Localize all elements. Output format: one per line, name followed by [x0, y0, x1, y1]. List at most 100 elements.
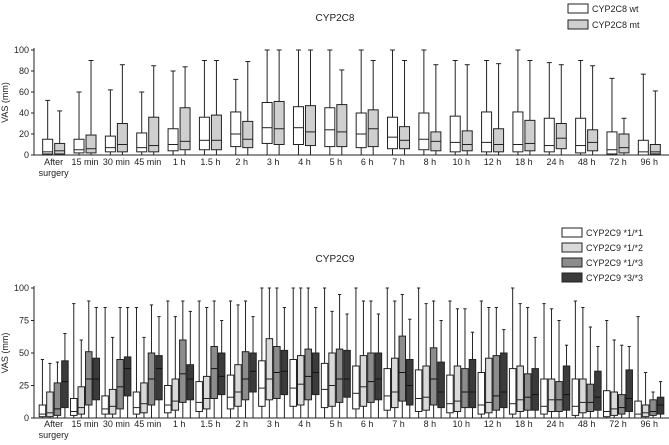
box-body	[42, 138, 54, 155]
box-cyp2c9-1-3-15	[523, 307, 532, 418]
box-body	[656, 396, 665, 415]
box-cyp2c9-1-3-17	[586, 326, 595, 418]
box-cyp2c8-wt-1	[73, 91, 85, 155]
box-body	[54, 142, 66, 155]
box-body	[311, 352, 320, 396]
box-cyp2c9-1-2-8	[296, 287, 305, 418]
box-body	[179, 339, 187, 403]
box-cyp2c9-1-1-11	[383, 287, 392, 418]
box-cyp2c9-3-3-9	[343, 313, 351, 418]
box-body	[625, 369, 633, 412]
box-body	[398, 335, 407, 402]
box-cyp2c8-mt-6	[242, 61, 254, 155]
x-tick-label: 12 h	[484, 157, 502, 167]
box-body	[85, 351, 93, 406]
x-tick-label: 2 h	[236, 157, 249, 167]
y-tick-label: 80	[19, 66, 29, 76]
box-cyp2c8-wt-17	[575, 60, 587, 155]
box-body	[641, 404, 650, 418]
box-body	[453, 365, 462, 412]
box-body	[500, 352, 508, 409]
box-cyp2c9-1-1-2	[101, 307, 109, 418]
x-tick-label: 4 h	[298, 419, 311, 429]
box-body	[202, 375, 211, 410]
box-body	[367, 109, 379, 148]
x-tick-label: 4 h	[298, 157, 311, 167]
x-tick-label: 15 min	[72, 419, 99, 429]
box-cyp2c9-1-1-6	[226, 300, 235, 418]
box-body	[217, 352, 226, 396]
box-body	[508, 368, 517, 415]
box-body	[273, 100, 285, 145]
x-tick-label: 72 h	[609, 419, 627, 429]
box-cyp2c9-1-1-19	[634, 316, 642, 419]
box-cyp2c9-3-3-2	[123, 307, 132, 418]
box-cyp2c9-1-1-4	[164, 300, 172, 418]
box-cyp2c9-1-1-14	[477, 300, 486, 418]
box-cyp2c9-1-1-10	[352, 287, 360, 418]
box-cyp2c9-1-3-5	[210, 300, 218, 418]
box-body	[555, 123, 567, 150]
x-tick-label: 30 min	[103, 157, 130, 167]
chart-panel-cyp2c8: CYP2C8 VAS (mm) 0 20 40 60 80 100 After surgery15…	[0, 3, 669, 178]
box-cyp2c9-1-2-11	[391, 300, 399, 418]
box-body	[234, 364, 242, 407]
box-cyp2c9-3-3-14	[500, 329, 508, 418]
box-cyp2c8-mt-11	[399, 60, 411, 155]
box-body	[226, 374, 235, 410]
x-tick-label: 12 h	[484, 419, 502, 429]
box-body	[148, 116, 160, 153]
x-tick-label: 8 h	[424, 157, 437, 167]
legend-label: CYP2C9 *1/*2	[586, 243, 643, 253]
box-cyp2c9-1-2-3	[140, 336, 148, 418]
box-body	[249, 352, 257, 393]
y-tick-label: 0	[24, 150, 29, 160]
box-body	[132, 391, 141, 415]
legend-swatch	[561, 242, 583, 253]
x-tick-label: 2 h	[236, 419, 249, 429]
box-cyp2c9-1-3-2	[116, 307, 124, 418]
legend-label: CYP2C8 mt	[592, 20, 640, 30]
x-tick-label: 72 h	[609, 157, 627, 167]
box-cyp2c9-1-2-19	[641, 372, 650, 418]
box-cyp2c9-1-3-11	[398, 294, 407, 418]
box-cyp2c8-wt-8	[292, 49, 304, 155]
box-cyp2c8-wt-0	[42, 99, 54, 155]
box-body	[617, 394, 626, 415]
box-body	[516, 365, 524, 412]
box-cyp2c9-3-3-11	[406, 318, 414, 418]
box-cyp2c9-1-3-14	[492, 307, 501, 418]
box-cyp2c9-3-3-13	[468, 331, 477, 418]
box-cyp2c8-mt-3	[148, 65, 160, 155]
box-body	[383, 368, 392, 411]
box-body	[104, 135, 116, 153]
x-tick-label: 6 h	[361, 157, 374, 167]
box-body	[73, 138, 85, 154]
box-cyp2c9-1-3-18	[617, 344, 626, 418]
box-body	[531, 368, 539, 411]
box-cyp2c9-1-3-13	[461, 308, 469, 418]
x-tick-label: 15 min	[72, 157, 99, 167]
box-cyp2c8-wt-4	[167, 70, 179, 155]
legend-swatch	[561, 257, 583, 268]
box-body	[140, 382, 148, 414]
x-tick-label: 10 h	[452, 419, 470, 429]
box-cyp2c9-1-3-7	[273, 287, 281, 418]
box-body	[289, 359, 297, 407]
box-body	[485, 357, 493, 414]
x-tick-label: 1.5 h	[200, 157, 220, 167]
box-body	[230, 111, 242, 148]
box-cyp2c9-3-3-19	[656, 381, 665, 418]
box-body	[70, 398, 78, 416]
box-body	[242, 120, 254, 149]
box-body	[449, 115, 461, 153]
box-body	[374, 352, 383, 401]
x-tick-label: 45 min	[134, 157, 161, 167]
x-tick-label: 24 h	[547, 419, 565, 429]
box-cyp2c9-3-3-18	[625, 346, 633, 418]
box-cyp2c9-1-2-4	[171, 316, 180, 418]
box-body	[296, 355, 305, 406]
box-cyp2c8-mt-4	[179, 66, 191, 155]
box-cyp2c9-1-3-3	[147, 304, 156, 418]
box-body	[414, 369, 423, 412]
